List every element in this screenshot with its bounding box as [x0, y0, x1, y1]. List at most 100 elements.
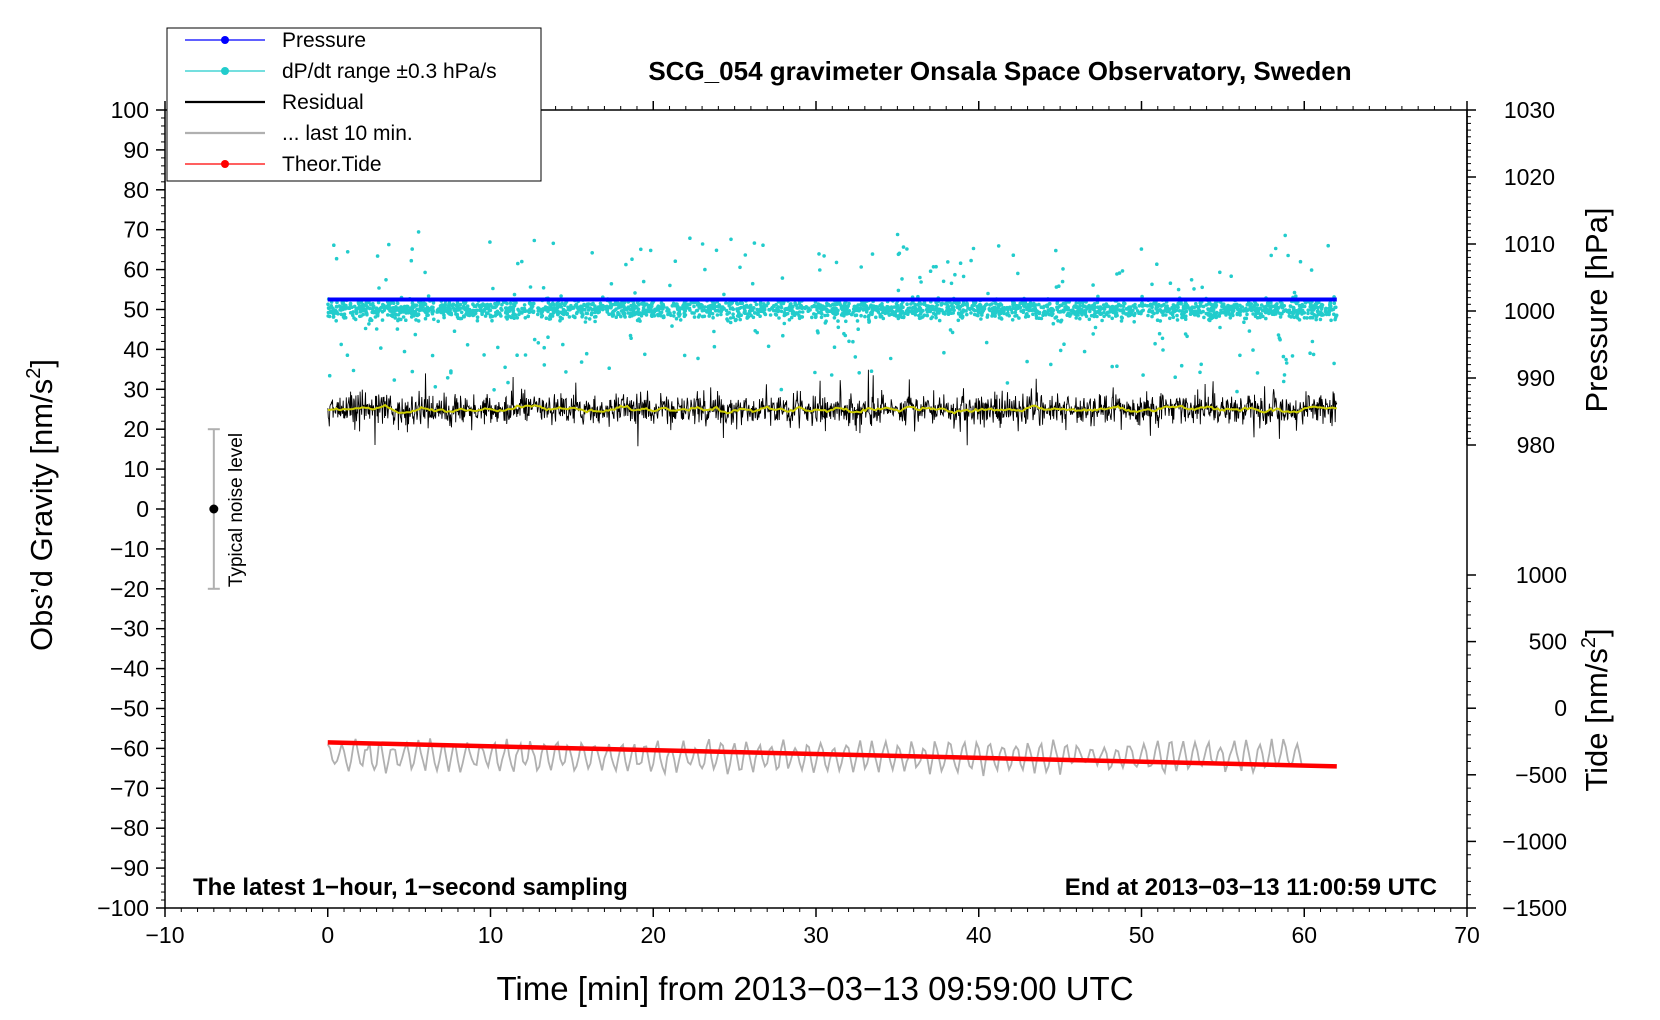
dpdt-point [469, 312, 474, 317]
dpdt-point [782, 313, 787, 318]
dpdt-point [443, 302, 448, 307]
dpdt-point [1058, 348, 1063, 353]
dpdt-point [327, 373, 332, 378]
dpdt-point [1194, 301, 1198, 306]
dpdt-point [1046, 308, 1050, 313]
dpdt-point [1255, 371, 1260, 375]
dpdt-point [988, 303, 992, 307]
dpdt-point [695, 303, 700, 307]
dpdt-point [779, 305, 784, 310]
dpdt-point [888, 356, 893, 361]
dpdt-point [1062, 342, 1066, 347]
dpdt-point [934, 264, 938, 269]
dpdt-point [1206, 308, 1211, 312]
dpdt-point [1228, 312, 1232, 317]
dpdt-point [338, 304, 343, 309]
legend-entry: dP/dt range ±0.3 hPa/s [185, 60, 497, 83]
dpdt-point [832, 316, 837, 320]
dpdt-point [639, 314, 644, 318]
dpdt-point [905, 247, 909, 251]
dpdt-point [1168, 316, 1172, 321]
dpdt-point [725, 312, 729, 316]
dpdt-point [957, 312, 961, 316]
dpdt-point [1160, 336, 1165, 341]
dpdt-point [986, 291, 990, 296]
dpdt-point [1025, 359, 1029, 364]
dpdt-point [1310, 304, 1315, 308]
dpdt-point [1199, 310, 1203, 315]
dpdt-point [1244, 309, 1248, 313]
dpdt-point [494, 304, 499, 308]
dpdt-point [356, 300, 361, 305]
dpdt-point [331, 315, 336, 319]
dpdt-point [531, 309, 536, 314]
dpdt-point [432, 317, 436, 322]
y-tick-label: 100 [111, 97, 149, 123]
dpdt-point [396, 308, 401, 312]
dpdt-point [1273, 305, 1278, 310]
dpdt-point [374, 306, 379, 311]
dpdt-point [823, 313, 827, 318]
dpdt-point [946, 312, 951, 317]
legend-swatch-marker [221, 160, 229, 168]
dpdt-point [1013, 310, 1018, 315]
dpdt-point [458, 316, 463, 321]
dpdt-point [739, 305, 743, 310]
dpdt-point [499, 314, 503, 318]
dpdt-point [1191, 310, 1195, 315]
dpdt-point [712, 329, 716, 334]
dpdt-point [682, 353, 687, 358]
dpdt-point [864, 304, 869, 308]
dpdt-point [1200, 285, 1204, 290]
dpdt-point [855, 319, 860, 323]
dpdt-point [768, 313, 773, 317]
dpdt-point [948, 328, 953, 332]
dpdt-point [1241, 309, 1246, 313]
dpdt-point [1292, 315, 1297, 320]
dpdt-point [1255, 315, 1260, 320]
dpdt-point [465, 343, 470, 347]
dpdt-point [368, 317, 373, 321]
dpdt-point [893, 310, 898, 315]
dpdt-point [1017, 316, 1021, 320]
dpdt-point [374, 327, 379, 331]
dpdt-point [400, 305, 405, 310]
dpdt-point [555, 306, 560, 310]
dpdt-point [451, 306, 456, 310]
dpdt-point [712, 344, 717, 349]
dpdt-point [410, 247, 415, 251]
dpdt-point [764, 303, 769, 308]
dpdt-point [703, 305, 707, 309]
dpdt-point [1051, 321, 1056, 326]
dpdt-point [1224, 313, 1228, 317]
dpdt-point [1009, 307, 1014, 312]
dpdt-point [594, 314, 598, 319]
dpdt-point [656, 312, 660, 317]
dpdt-point [445, 308, 449, 312]
dpdt-point [919, 310, 924, 314]
dpdt-point [541, 307, 546, 311]
dpdt-point [712, 306, 716, 310]
dpdt-point [1308, 351, 1312, 356]
dpdt-point [641, 302, 646, 307]
dpdt-point [1085, 305, 1089, 310]
dpdt-point [1334, 313, 1339, 318]
dpdt-point [1120, 316, 1124, 320]
pressure-axis-label: Pressure [hPa] [1579, 207, 1614, 412]
dpdt-point [593, 319, 597, 324]
dpdt-point [326, 302, 330, 307]
dpdt-point [887, 308, 891, 313]
dpdt-point [928, 306, 932, 311]
dpdt-point [418, 303, 423, 308]
dpdt-point [416, 230, 421, 234]
dpdt-point [670, 324, 674, 328]
dpdt-point [715, 313, 720, 317]
dpdt-point [1122, 301, 1126, 305]
dpdt-point [425, 313, 429, 318]
dpdt-point [822, 254, 826, 258]
dpdt-point [1137, 304, 1142, 308]
dpdt-point [1309, 315, 1313, 320]
dpdt-point [711, 315, 715, 320]
dpdt-point [1048, 301, 1052, 306]
dpdt-point [629, 311, 633, 315]
